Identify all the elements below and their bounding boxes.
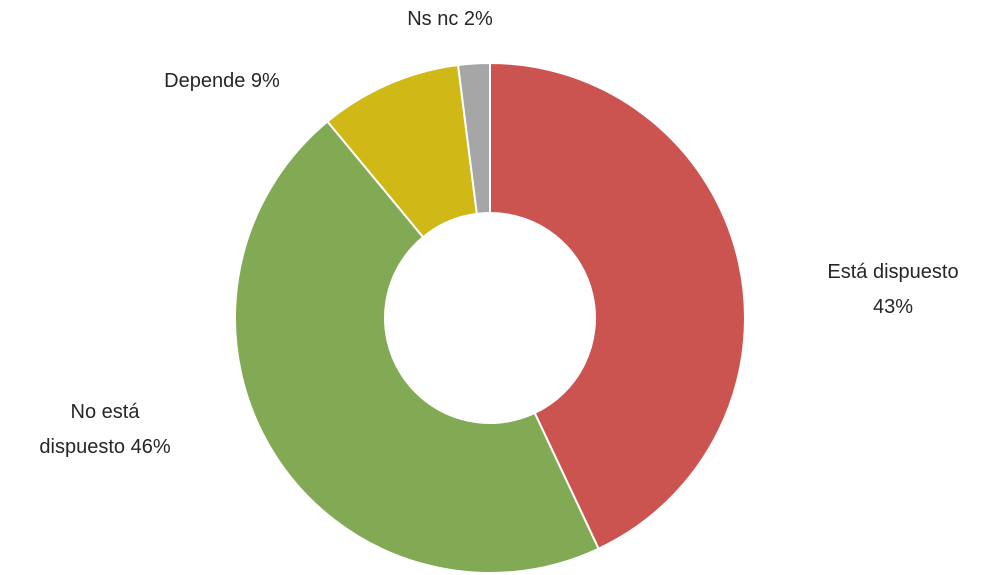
category-label: Depende: [164, 70, 246, 92]
value-label: 43%: [872, 296, 914, 318]
slice-label: Ns nc 2%: [320, 2, 580, 37]
slice-label: Depende 9%: [92, 64, 352, 99]
donut-slice: [489, 61, 746, 551]
category-label: No está dispuesto: [39, 401, 140, 458]
category-label: Ns nc: [407, 8, 459, 30]
value-label: 2%: [463, 8, 493, 30]
donut-slice: [456, 61, 491, 215]
category-label: Está dispuesto: [827, 261, 959, 283]
value-label: 46%: [130, 436, 171, 458]
donut-slice: [234, 120, 600, 574]
slice-label: No está dispuesto 46%: [30, 395, 180, 465]
value-label: 9%: [250, 70, 280, 92]
slice-label: Está dispuesto 43%: [818, 255, 968, 325]
